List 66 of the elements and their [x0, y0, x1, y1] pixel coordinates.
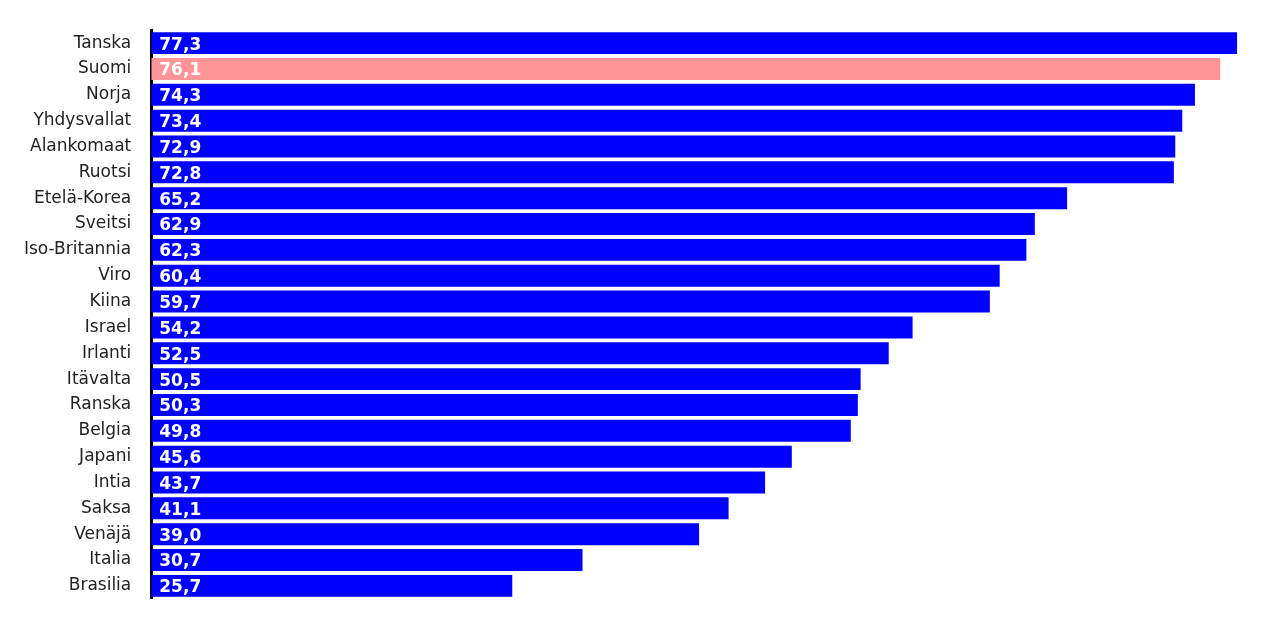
y-tick-label: Alankomaat	[30, 134, 132, 155]
bar	[151, 393, 858, 416]
y-tick-label: Saksa	[80, 496, 132, 517]
bar	[151, 161, 1174, 184]
data-label: 52,5	[159, 343, 202, 364]
data-label: 49,8	[159, 421, 202, 442]
y-tick-label: Norja	[86, 83, 132, 104]
bar	[151, 213, 1035, 236]
y-tick-label: Japani	[78, 445, 132, 466]
y-tick-label: Etelä-Korea	[33, 186, 132, 207]
y-tick-label: Italia	[89, 548, 132, 569]
y-tick-label: Venäjä	[74, 522, 132, 543]
data-label: 45,6	[159, 447, 202, 468]
y-tick-label: Kiina	[89, 290, 132, 310]
data-label: 54,2	[159, 317, 202, 338]
y-tick-label: Intia	[93, 470, 132, 491]
bar	[151, 549, 583, 572]
data-label: 59,7	[159, 292, 202, 312]
y-tick-label: Israel	[84, 315, 132, 336]
data-label: 73,4	[159, 111, 202, 132]
data-label: 72,9	[159, 136, 202, 157]
bar	[151, 135, 1176, 158]
data-label: 50,5	[159, 369, 202, 390]
bar	[151, 419, 851, 442]
bar	[151, 238, 1027, 261]
data-label: 74,3	[159, 85, 202, 106]
y-tick-label: Brasilia	[68, 574, 132, 595]
y-tick-label: Ranska	[69, 393, 132, 414]
y-tick-label: Suomi	[78, 57, 132, 78]
y-tick-label: Irlanti	[81, 341, 132, 362]
bar	[151, 32, 1238, 55]
bar	[151, 471, 766, 494]
data-label: 43,7	[159, 472, 202, 493]
data-label: 72,8	[159, 162, 202, 183]
y-tick-label: Tanska	[72, 31, 132, 52]
y-tick-label: Yhdysvallat	[32, 109, 132, 130]
data-label: 62,9	[159, 214, 202, 235]
y-tick-label: Ruotsi	[78, 160, 132, 181]
data-label: 60,4	[159, 266, 202, 287]
y-tick-label: Viro	[98, 264, 132, 285]
bar	[151, 342, 889, 365]
data-label: 30,7	[159, 550, 202, 571]
bar	[151, 290, 990, 313]
bar	[151, 574, 513, 597]
bar	[151, 109, 1183, 132]
data-label: 62,3	[159, 240, 202, 261]
data-label: 39,0	[159, 524, 202, 545]
bar	[151, 368, 861, 391]
data-label: 25,7	[159, 576, 202, 597]
bar	[151, 83, 1195, 106]
bar	[151, 187, 1068, 210]
bar	[151, 316, 913, 339]
data-label: 50,3	[159, 395, 202, 416]
bar	[151, 497, 729, 520]
data-label: 76,1	[159, 59, 202, 80]
y-tick-label: Iso-Britannia	[24, 238, 132, 259]
bar	[151, 57, 1221, 80]
data-label: 65,2	[159, 188, 202, 209]
bar	[151, 264, 1000, 287]
y-tick-label: Sveitsi	[74, 212, 132, 233]
data-label: 41,1	[159, 498, 202, 519]
bar	[151, 445, 792, 468]
data-label: 77,3	[159, 33, 202, 54]
y-tick-label: Itävalta	[66, 367, 132, 388]
bar	[151, 523, 700, 546]
y-tick-label: Belgia	[78, 419, 132, 440]
